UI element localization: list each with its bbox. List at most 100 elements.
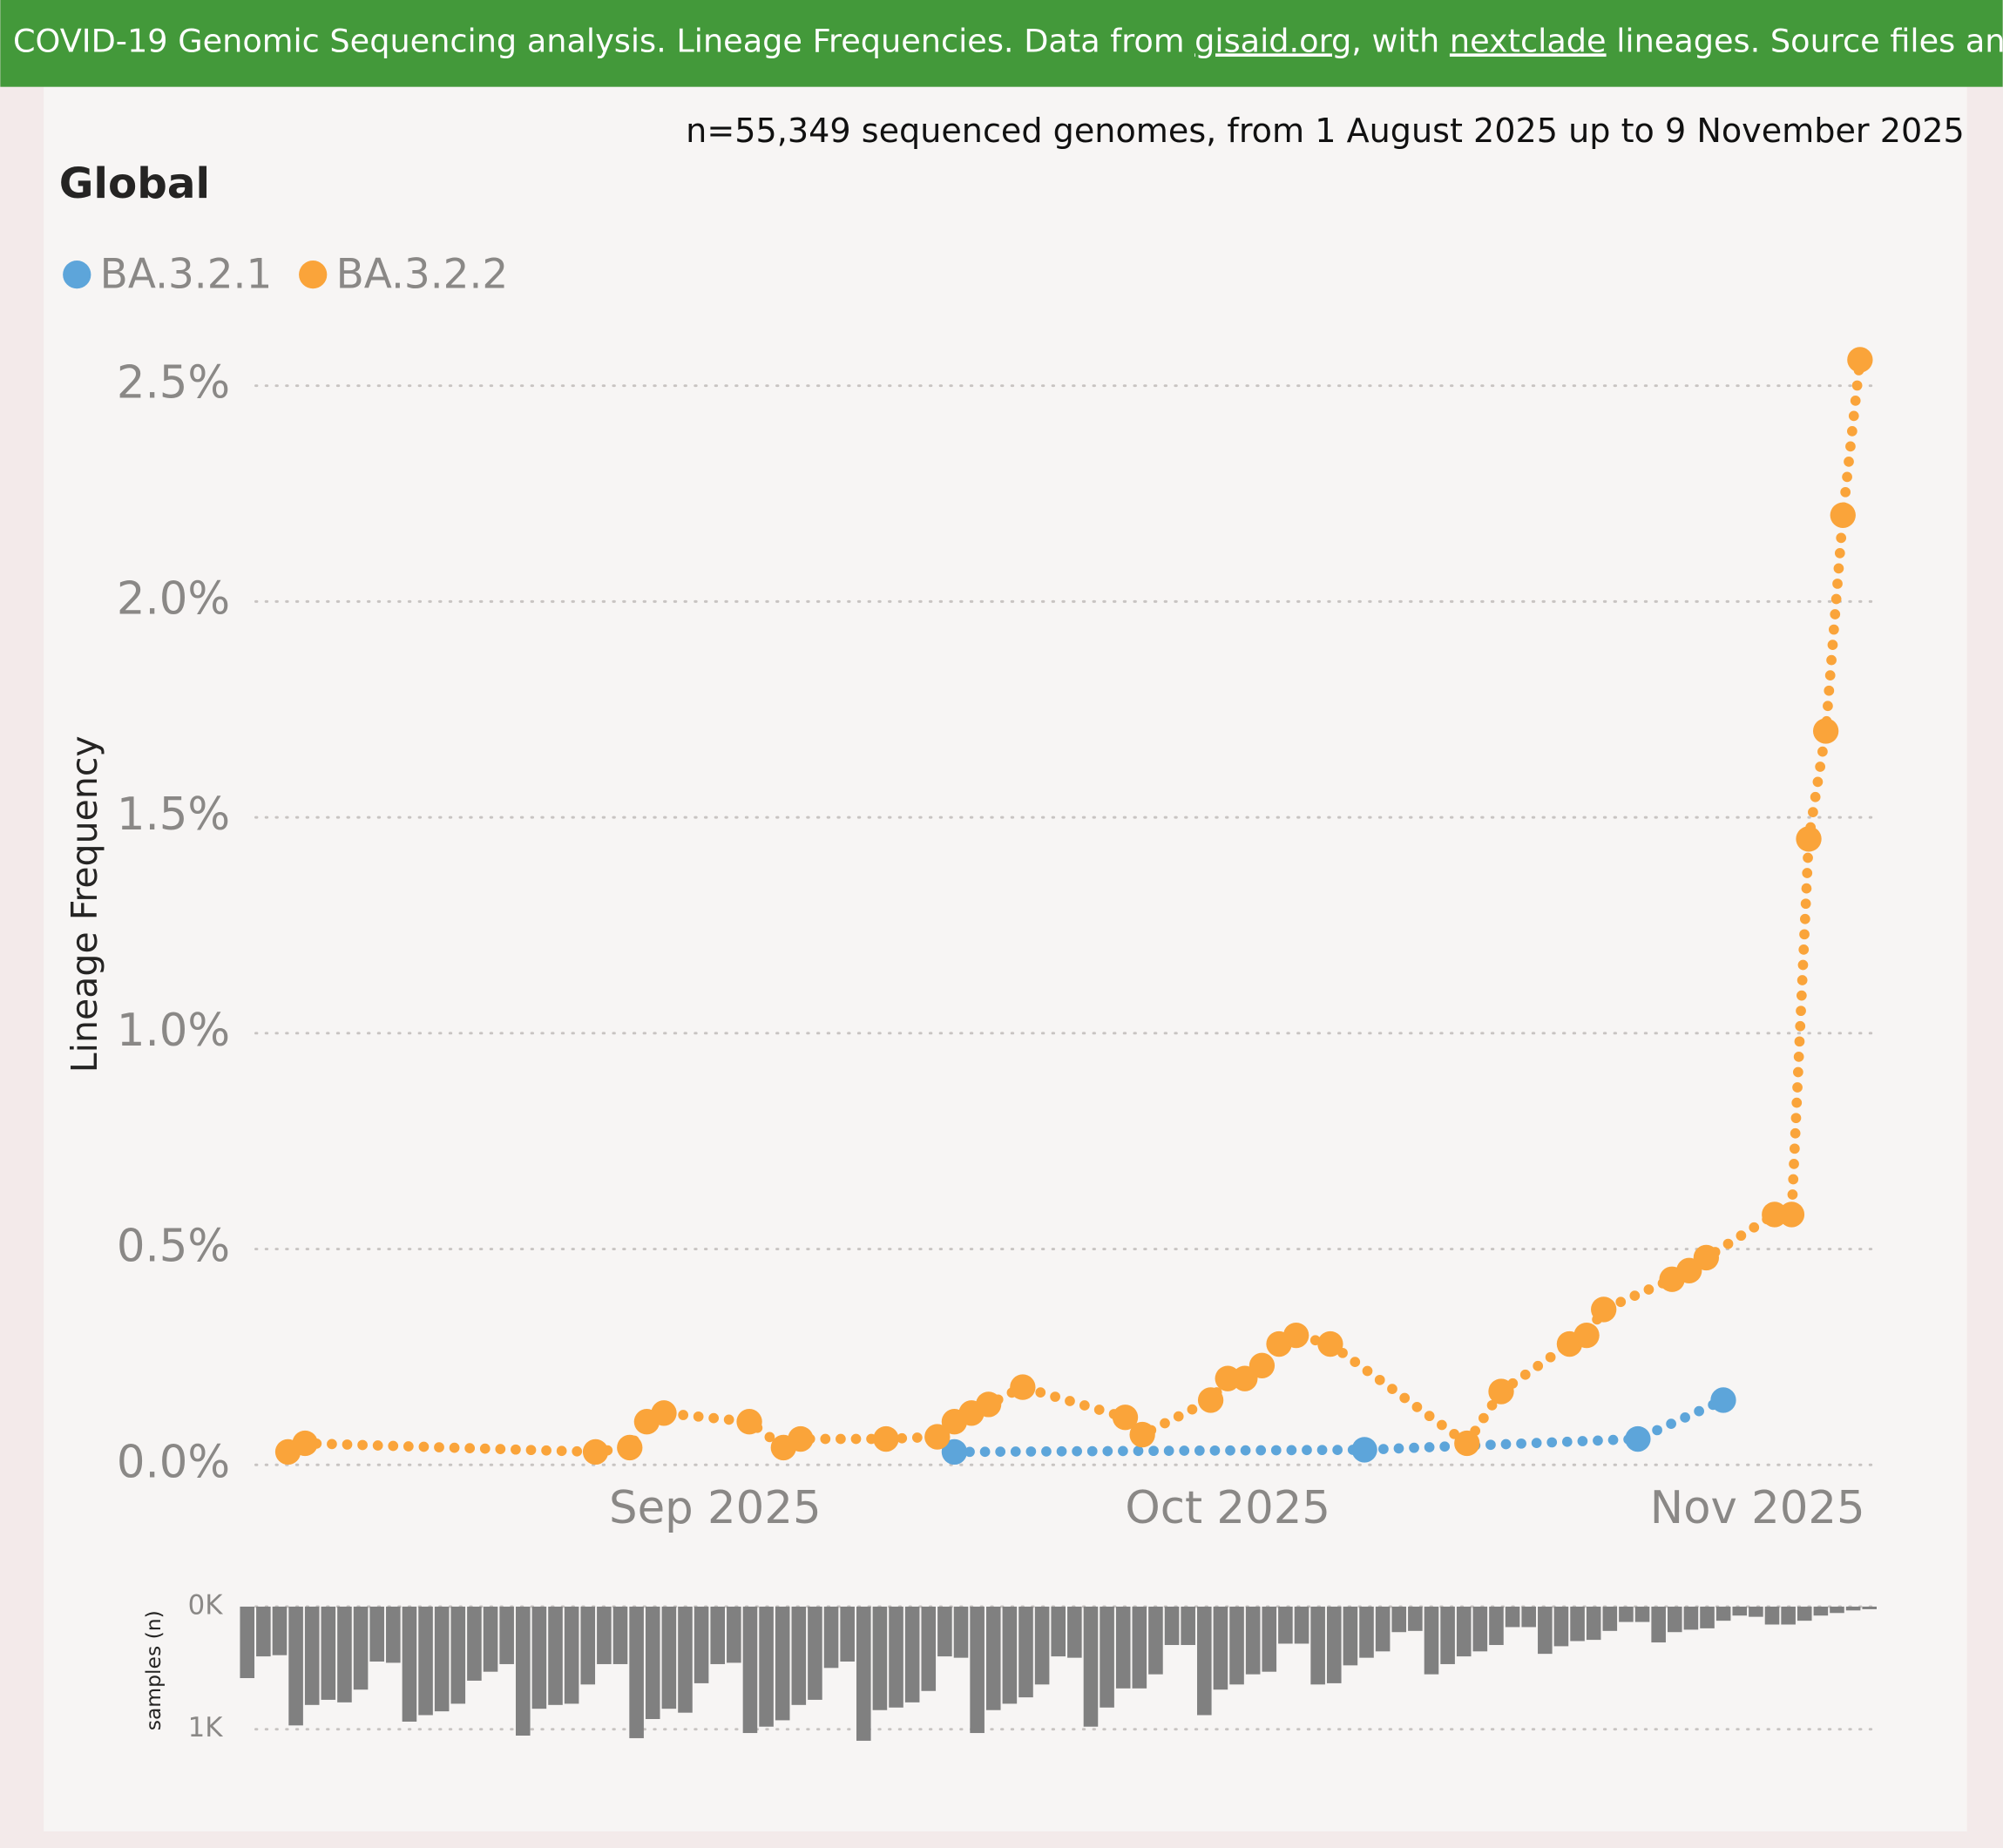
y-tick-label: 0.5% — [117, 1221, 230, 1273]
legend-marker — [299, 261, 328, 289]
bar — [580, 1606, 596, 1685]
bar — [808, 1606, 822, 1700]
bar — [483, 1606, 498, 1672]
y-tick-label: 2.0% — [117, 572, 230, 625]
bar — [272, 1606, 288, 1655]
bar — [467, 1606, 482, 1681]
data-point — [1488, 1378, 1514, 1405]
bar — [856, 1606, 871, 1741]
bar — [1862, 1606, 1878, 1609]
bar — [1683, 1606, 1699, 1630]
banner-text-part: COVID-19 Genomic Sequencing analysis. Li… — [13, 22, 1194, 59]
x-tick-label: Oct 2025 — [1125, 1482, 1330, 1534]
data-point — [1112, 1405, 1139, 1431]
y-tick-label: 0.0% — [117, 1436, 230, 1488]
bar — [629, 1606, 644, 1738]
series-line — [949, 1395, 1729, 1458]
bar — [1668, 1606, 1682, 1633]
bar — [434, 1606, 450, 1712]
bar — [1310, 1606, 1325, 1685]
bar — [1034, 1606, 1050, 1685]
bar — [1115, 1606, 1131, 1689]
data-point — [1625, 1425, 1651, 1452]
bar — [1472, 1606, 1488, 1652]
bar — [775, 1606, 790, 1721]
panel — [44, 86, 1967, 1831]
bar — [1634, 1606, 1650, 1622]
data-point — [924, 1424, 951, 1450]
bar — [1197, 1606, 1212, 1716]
bar — [953, 1606, 969, 1658]
legend-label: BA.3.2.2 — [336, 251, 509, 299]
bar — [1781, 1606, 1796, 1625]
bar — [353, 1606, 369, 1690]
bar — [386, 1606, 401, 1663]
bar — [1651, 1606, 1666, 1643]
bar — [1018, 1606, 1033, 1698]
bar — [1619, 1606, 1634, 1622]
bar — [937, 1606, 952, 1657]
data-point — [1010, 1374, 1036, 1400]
bar — [1181, 1606, 1195, 1646]
bar — [1132, 1606, 1147, 1689]
bar — [1164, 1606, 1180, 1646]
bar — [678, 1606, 693, 1713]
bar — [1715, 1606, 1731, 1621]
data-point — [292, 1430, 318, 1457]
bar — [1764, 1606, 1780, 1625]
bar — [1391, 1606, 1407, 1633]
subtitle: n=55,349 sequenced genomes, from 1 Augus… — [686, 112, 1965, 150]
data-point — [651, 1400, 677, 1426]
bar — [759, 1606, 774, 1727]
bar — [450, 1606, 466, 1704]
bar — [1375, 1606, 1391, 1652]
data-point — [1454, 1430, 1480, 1457]
bar — [840, 1606, 855, 1662]
data-point — [617, 1434, 643, 1461]
bar — [337, 1606, 352, 1702]
bar — [612, 1606, 628, 1664]
data-point — [1129, 1421, 1155, 1448]
bar — [1749, 1606, 1763, 1617]
bar — [1262, 1606, 1277, 1672]
bar — [1586, 1606, 1601, 1641]
bar — [661, 1606, 677, 1709]
bar — [369, 1606, 384, 1662]
bar — [548, 1606, 563, 1705]
data-point — [1710, 1387, 1736, 1413]
y-axis-label: samples (n) — [141, 1610, 166, 1730]
bar — [1553, 1606, 1569, 1647]
bar — [791, 1606, 807, 1705]
banner-text-part: , with — [1351, 22, 1450, 59]
bar — [288, 1606, 303, 1726]
bar — [240, 1606, 255, 1679]
bar — [1408, 1606, 1423, 1631]
data-point — [1283, 1322, 1309, 1349]
data-point — [1778, 1202, 1805, 1228]
bar — [710, 1606, 725, 1664]
bar — [1845, 1606, 1861, 1611]
bar — [1326, 1606, 1342, 1683]
bar — [1813, 1606, 1829, 1616]
bar — [1083, 1606, 1099, 1727]
banner-text-part: lineages. Source files and — [1607, 22, 2003, 59]
data-point — [1812, 718, 1839, 744]
bar — [1424, 1606, 1439, 1675]
bar — [1489, 1606, 1504, 1646]
bar — [1359, 1606, 1374, 1658]
banner-link[interactable]: nextclade — [1450, 22, 1607, 59]
bar — [872, 1606, 888, 1710]
bar — [904, 1606, 920, 1702]
bar — [321, 1606, 336, 1700]
x-tick-label: Nov 2025 — [1650, 1482, 1865, 1534]
y-tick-label: 2.5% — [117, 357, 230, 410]
bar — [1830, 1606, 1844, 1614]
banner-link[interactable]: gisaid.org — [1194, 22, 1351, 59]
bar — [1700, 1606, 1715, 1628]
y-tick-label: 1K — [188, 1712, 224, 1743]
y-axis-label: Lineage Frequency — [64, 735, 105, 1073]
y-tick-label: 1.5% — [117, 789, 230, 841]
data-point — [1573, 1322, 1600, 1349]
